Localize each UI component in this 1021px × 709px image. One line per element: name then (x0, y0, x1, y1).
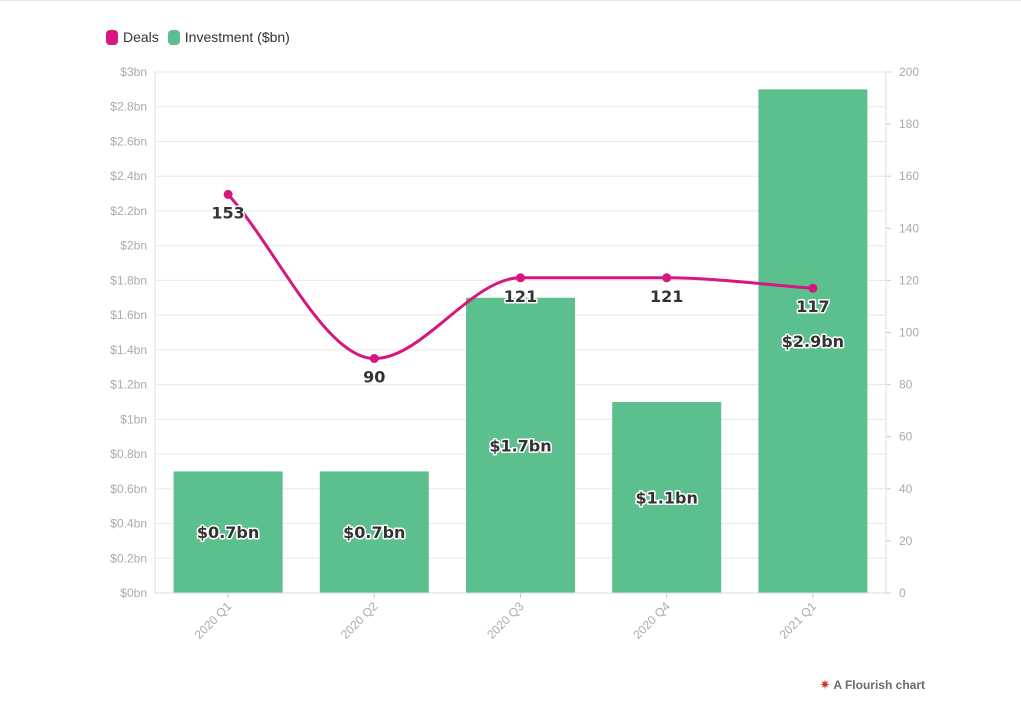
y-right-tick-label: 180 (899, 117, 919, 131)
y-right-tick-label: 200 (899, 65, 919, 79)
deals-value-label: 121 (504, 287, 537, 306)
data-labels: $0.7bn $0.7bn $1.7bn $1.1bn $2.9bn 153 90 121 12… (195, 202, 845, 544)
bar-investment (612, 401, 722, 593)
y-left-tick-label: $1.2bn (110, 378, 147, 392)
bar-value-label: $1.7bn (489, 436, 551, 455)
y-left-tick-label: $2bn (120, 239, 147, 253)
legend-item-investment[interactable]: Investment ($bn) (167, 29, 290, 45)
deals-point (662, 273, 672, 283)
deals-point (808, 283, 818, 293)
y-left-tick-label: $0.6bn (110, 482, 147, 496)
y-left-tick-label: $1.6bn (110, 308, 147, 322)
deals-value-label: 90 (363, 368, 385, 387)
y-right-tick-label: 0 (899, 586, 906, 600)
flourish-credit-link[interactable]: ✷ A Flourish chart (820, 677, 925, 693)
bar-value-label: $0.7bn (343, 523, 405, 542)
deals-point (223, 189, 233, 199)
y-left-tick-label: $2.4bn (110, 169, 147, 183)
legend-label-deals: Deals (123, 29, 159, 45)
y-left-tick-label: $1.4bn (110, 343, 147, 357)
y-left-tick-label: $0.4bn (110, 517, 147, 531)
flourish-logo-icon: ✷ (819, 677, 831, 692)
y-left-tick-label: $2.2bn (110, 204, 147, 218)
legend: Deals Investment ($bn) (106, 29, 299, 45)
x-tick-label: 2020 Q3 (484, 599, 527, 642)
credit-text: A Flourish chart (833, 678, 925, 692)
y-right-tick-label: 100 (899, 326, 919, 340)
legend-label-investment: Investment ($bn) (184, 29, 290, 45)
deals-value-label: 117 (796, 297, 829, 316)
x-tick-label: 2020 Q2 (338, 599, 381, 642)
x-tick-label: 2020 Q4 (630, 599, 673, 642)
bar-investment (466, 297, 575, 593)
bar-value-label: $0.7bn (197, 523, 259, 542)
bar-investment (758, 89, 868, 593)
bar-investment (173, 471, 283, 593)
x-tick-label: 2020 Q1 (192, 599, 235, 642)
y-left-tick-label: $1.8bn (110, 273, 147, 287)
deals-line (223, 189, 818, 364)
y-right-tick-label: 20 (899, 534, 913, 548)
y-right-tick-label: 120 (899, 273, 919, 287)
y-left-tick-label: $1bn (120, 412, 147, 426)
deals-value-label: 153 (211, 203, 244, 222)
bar-value-label: $2.9bn (782, 332, 844, 351)
y-right-tick-label: 40 (899, 482, 913, 496)
bars (173, 89, 868, 593)
legend-swatch-deals (106, 29, 118, 45)
y-right-tick-label: 80 (899, 378, 913, 392)
bar-value-label: $1.1bn (636, 488, 698, 507)
y-left-tick-label: $0.2bn (110, 551, 147, 565)
y-left-tick-label: $3bn (120, 65, 147, 79)
y-left-tick-label: $0bn (120, 586, 147, 600)
deals-point (516, 273, 525, 283)
legend-swatch-investment (167, 29, 180, 45)
deals-value-label: 121 (650, 287, 683, 306)
x-tick-label: 2021 Q1 (777, 599, 820, 642)
deals-point (369, 354, 379, 364)
y-left-tick-label: $2.6bn (110, 134, 147, 148)
y-right-tick-label: 160 (899, 169, 919, 183)
bar-investment (319, 471, 429, 593)
y-right-tick-label: 60 (899, 430, 913, 444)
legend-item-deals[interactable]: Deals (106, 29, 159, 45)
y-left-tick-label: $0.8bn (110, 447, 147, 461)
y-right-tick-label: 140 (899, 221, 919, 235)
y-left-tick-label: $2.8bn (110, 100, 147, 114)
deals-line-path (226, 192, 815, 361)
